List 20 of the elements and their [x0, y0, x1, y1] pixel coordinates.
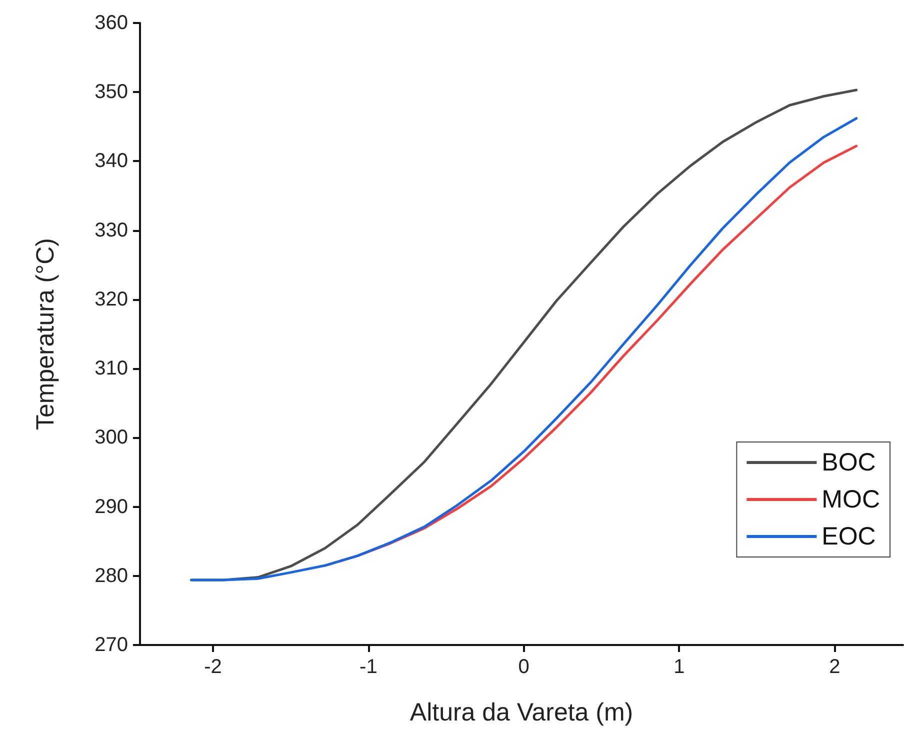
y-tick-label: 270 [94, 634, 128, 656]
legend-label: BOC [822, 448, 876, 476]
y-tick-label: 320 [94, 288, 128, 310]
legend-label: MOC [822, 486, 880, 514]
y-tick-label: 360 [94, 12, 128, 34]
legend-label: EOC [822, 522, 876, 550]
x-tick-label: 0 [518, 656, 530, 678]
x-tick-label: -1 [360, 656, 378, 678]
y-tick-label: 340 [94, 150, 128, 172]
x-tick-label: -2 [204, 656, 222, 678]
y-tick-label: 330 [94, 219, 128, 242]
y-tick-label: 310 [94, 358, 128, 380]
y-tick-label: 280 [94, 564, 128, 587]
x-axis-title: Altura da Vareta (m) [410, 698, 634, 726]
x-tick-label: 2 [829, 656, 840, 678]
y-tick-label: 350 [94, 81, 128, 104]
y-tick-label: 300 [94, 426, 128, 449]
y-tick-label: 290 [94, 496, 128, 518]
y-axis-title: Temperatura (°C) [32, 238, 60, 430]
x-tick-label: 1 [674, 656, 685, 678]
